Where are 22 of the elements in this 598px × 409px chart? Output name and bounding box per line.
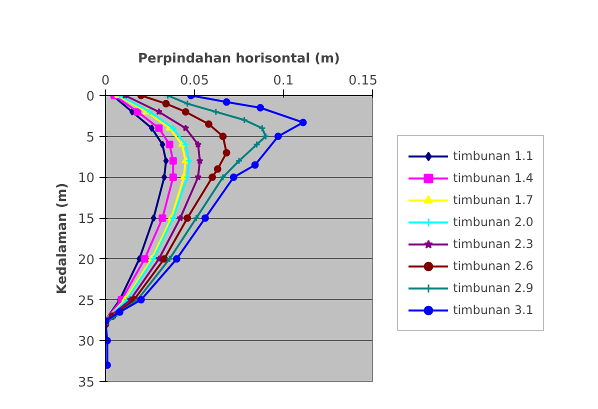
x-tick-label: 0	[101, 74, 110, 88]
y-tick-label: 35	[78, 376, 95, 390]
y-tick-label: 30	[78, 334, 95, 350]
legend-label: timbunan 2.3	[453, 237, 534, 251]
legend-label: timbunan 2.0	[453, 215, 534, 229]
y-tick-label: 0	[86, 90, 95, 104]
x-tick-label: 0.15	[348, 74, 378, 88]
legend-label: timbunan 3.1	[453, 303, 534, 317]
y-tick-label: 25	[78, 294, 95, 309]
y-tick-label: 10	[78, 171, 95, 186]
x-axis-title: Perpindahan horisontal (m)	[138, 52, 340, 66]
legend-label: timbunan 2.6	[453, 259, 534, 273]
legend-label: timbunan 2.9	[453, 281, 534, 295]
y-tick-label: 20	[78, 252, 95, 268]
y-tick-label: 5	[86, 130, 95, 146]
x-tick-label: 0.05	[180, 74, 209, 88]
legend-label: timbunan 1.7	[453, 193, 534, 207]
legend-label: timbunan 1.1	[453, 149, 534, 163]
y-tick-label: 15	[78, 212, 95, 228]
y-axis-title: Kedalaman (m)	[54, 182, 70, 294]
x-tick-label: 0.1	[273, 74, 294, 88]
legend-label: timbunan 1.4	[453, 171, 534, 185]
